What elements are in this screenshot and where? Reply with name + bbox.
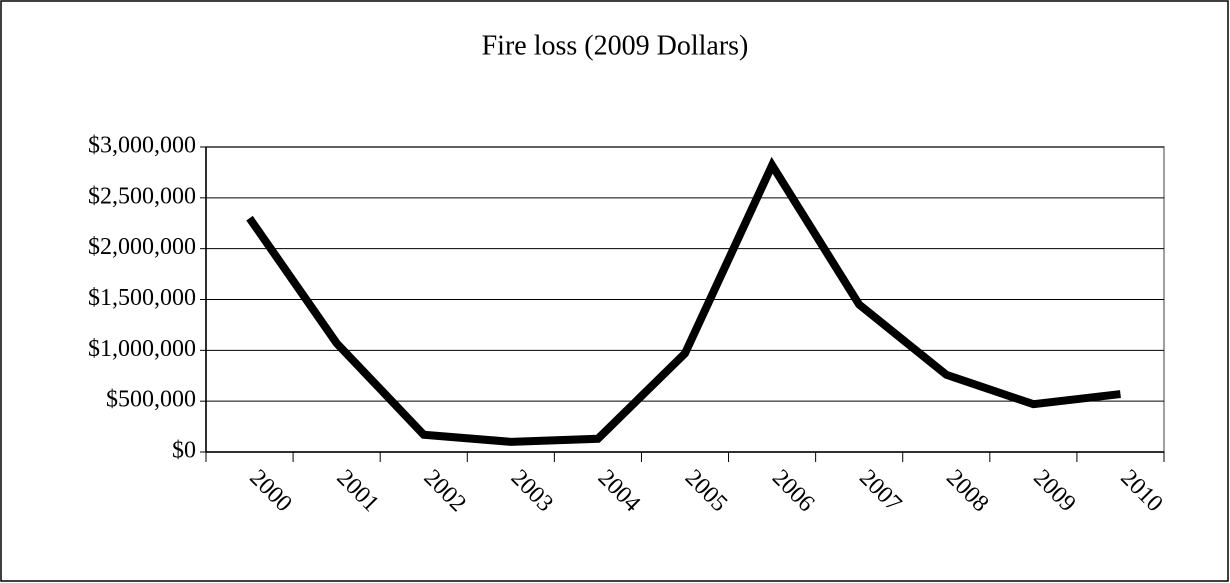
y-tick-label: $0 xyxy=(172,438,196,464)
y-tick-label: $1,000,000 xyxy=(88,336,196,362)
chart-title: Fire loss (2009 Dollars) xyxy=(482,30,749,61)
data-line xyxy=(246,156,1121,446)
y-tick-label: $1,500,000 xyxy=(88,285,196,311)
y-tick-label: $500,000 xyxy=(106,387,196,413)
y-tick-label: $2,000,000 xyxy=(88,234,196,260)
y-tick-label: $3,000,000 xyxy=(88,133,196,159)
y-tick-label: $2,500,000 xyxy=(88,183,196,209)
